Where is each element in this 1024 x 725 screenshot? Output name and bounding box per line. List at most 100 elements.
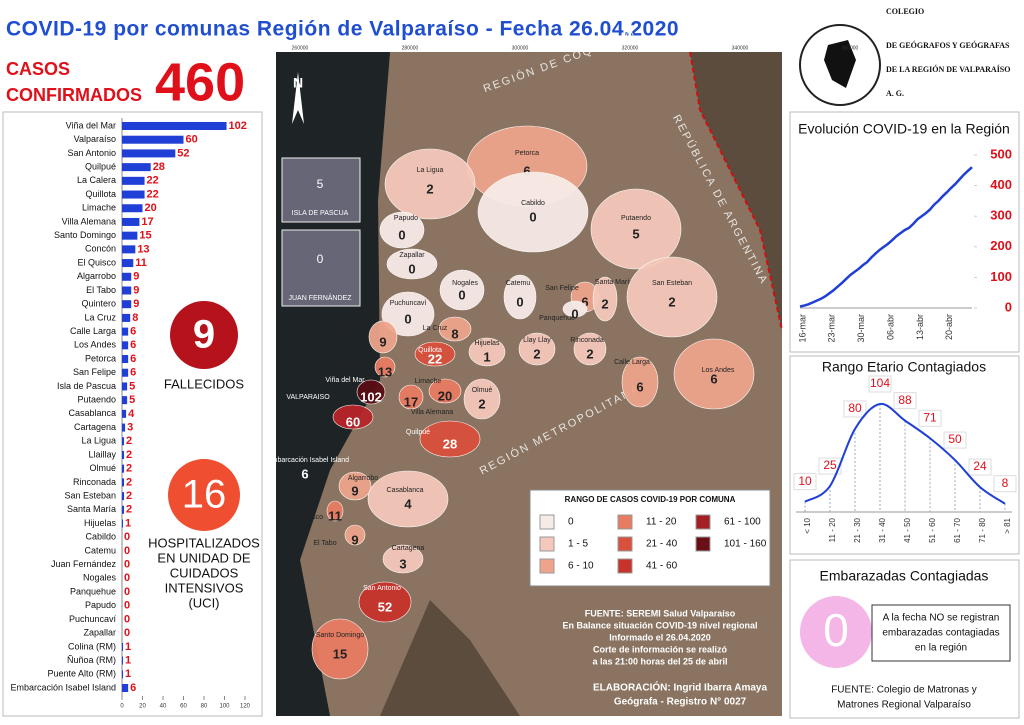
commune-name: Casablanca: [387, 487, 424, 494]
commune: [503, 274, 537, 320]
commune-name: Hijuelas: [475, 340, 500, 347]
commune: [621, 356, 659, 408]
bar: [122, 272, 132, 281]
value-label: 2: [126, 449, 132, 461]
value-label: 0: [124, 586, 130, 598]
x-tick-label: 21 - 30: [853, 517, 862, 542]
commune-value: 15: [333, 646, 347, 661]
value-label: 2: [126, 463, 132, 475]
y-tick-label: La Calera: [77, 175, 116, 185]
commune-value: 6: [581, 294, 588, 309]
x-tick-label: < 10: [803, 517, 812, 533]
legend-swatch: [539, 536, 555, 552]
bar: [122, 231, 138, 240]
value-label: 2: [126, 504, 132, 516]
y-tick-label: Algarrobo: [77, 271, 116, 281]
x-tick-label: 16-mar: [797, 314, 807, 343]
y-tick-label: San Felipe: [73, 367, 116, 377]
commune-value: 0: [458, 287, 465, 302]
bar: [122, 642, 124, 651]
border-line: [689, 51, 783, 331]
legend-label: 41 - 60: [646, 561, 678, 572]
y-tick-label: Putaendo: [77, 395, 116, 405]
value-label: 22: [147, 188, 159, 200]
y-tick-label: Puente Alto (RM): [47, 669, 116, 679]
y-tick-label: Papudo: [85, 600, 116, 610]
commune-value: 8: [451, 326, 458, 341]
commune-value: 2: [668, 294, 675, 309]
commune: [356, 379, 386, 405]
icu-label: EN UNIDAD DE: [157, 550, 251, 565]
icu-label: CUIDADOS: [170, 565, 239, 580]
label-box: [918, 409, 942, 427]
inset-value: 5: [317, 177, 324, 191]
x-tick-label: 41 - 50: [903, 517, 912, 542]
commune-value: 11: [328, 508, 342, 523]
commune-name: Nogales: [452, 280, 478, 287]
commune-value: 1: [483, 349, 490, 364]
commune-name: Villa Alemana: [411, 409, 453, 416]
y-tick-label: 100: [990, 269, 1012, 284]
commune-name: La Cruz: [423, 325, 448, 332]
x-tick-label: 31 - 40: [878, 517, 887, 542]
label-box: [818, 457, 842, 475]
bar: [122, 135, 184, 144]
deaths-value: 9: [193, 313, 215, 357]
bar: [122, 163, 151, 172]
inset-name: JUAN FERNÁNDEZ: [288, 293, 352, 302]
logo-shape: [824, 40, 856, 88]
bar: [122, 656, 124, 665]
commune-value: 20: [438, 388, 452, 403]
value-label: 9: [133, 298, 139, 310]
commune-name: Los Andes: [702, 367, 735, 374]
commune-value: 2: [478, 396, 485, 411]
x-tick-label: 30-mar: [856, 314, 866, 343]
commune: [573, 332, 607, 366]
commune: [626, 256, 718, 338]
y-tick-label: Embarcación Isabel Island: [10, 682, 116, 692]
y-tick-label: Cabildo: [85, 532, 116, 542]
y-tick-label: 500: [990, 146, 1012, 161]
x-tick-label: 13-abr: [915, 314, 925, 340]
cases-label: CONFIRMADOS: [6, 85, 142, 105]
commune-value: 9: [351, 532, 358, 547]
commune-name: Cabildo: [521, 200, 545, 207]
x-tick-label: 06-abr: [885, 314, 895, 340]
y-tick-label: La Ligua: [81, 436, 116, 446]
y-tick-label: Villa Alemana: [62, 216, 116, 226]
commune: [463, 378, 501, 420]
y-tick-label: Juan Fernández: [51, 559, 117, 569]
legend-swatch: [539, 514, 555, 530]
y-tick-label: 400: [990, 177, 1012, 192]
commune-value: 17: [404, 394, 418, 409]
x-tick-label: 120: [240, 704, 251, 710]
value-label: 5: [129, 380, 135, 392]
commune-name: Limache: [415, 378, 442, 385]
y-tick-label: Ñuñoa (RM): [67, 655, 116, 665]
commune-name: Santo Domingo: [316, 632, 364, 639]
commune-name: San Esteban: [652, 280, 692, 287]
commune-name: Zapallar: [399, 252, 425, 259]
value-label: 60: [186, 134, 198, 146]
commune-value: 4: [404, 496, 412, 511]
commune: [428, 378, 462, 404]
commune-name: El Tabo: [313, 540, 336, 547]
commune: [311, 618, 369, 680]
x-tick-label: > 81: [1003, 517, 1012, 533]
value-label: 0: [124, 545, 130, 557]
pregnant-value: 0: [823, 604, 849, 656]
commune-name: Quillota: [418, 347, 442, 354]
value-label: 10: [798, 474, 812, 488]
y-tick-label: San Antonio: [67, 148, 116, 158]
value-label: 50: [948, 432, 962, 446]
commune-name: Catemu: [506, 280, 531, 287]
bar: [122, 437, 125, 446]
bar: [122, 492, 125, 501]
icu-value: 16: [182, 473, 227, 517]
label-box: [993, 475, 1017, 493]
value-label: 3: [127, 421, 133, 433]
y-tick-label: Nogales: [83, 573, 117, 583]
commune-value: 3: [399, 556, 406, 571]
pregnant-panel: [789, 559, 1020, 719]
